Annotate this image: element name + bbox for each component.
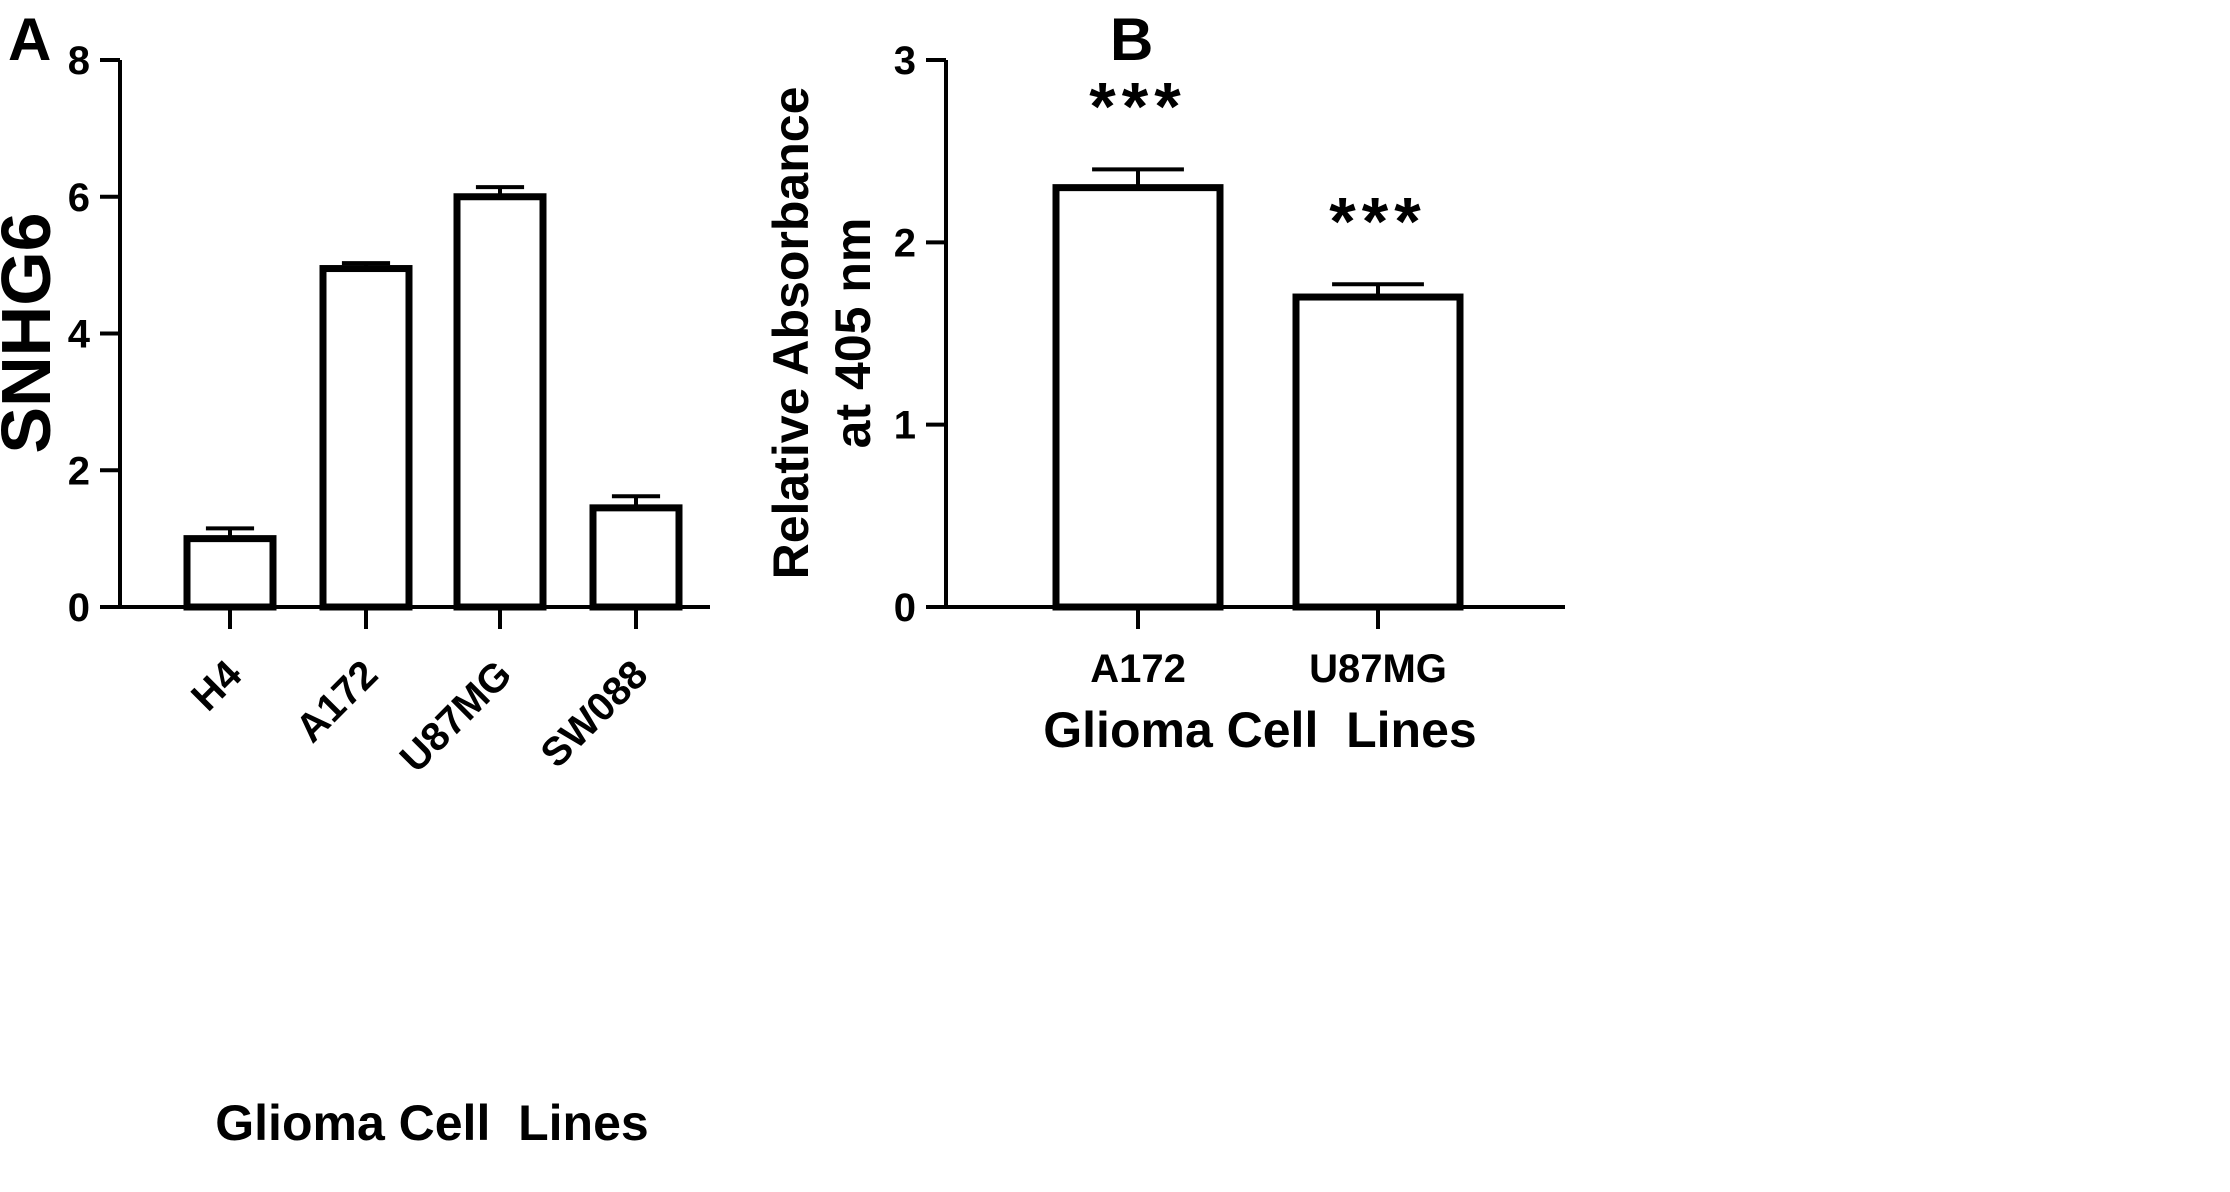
panel-a-category-label: SW088: [532, 652, 656, 776]
panel-b-y-tick-label: 2: [894, 221, 916, 265]
panel-a-bar: [589, 504, 683, 611]
panel-a-y-tick-label: 6: [68, 176, 90, 220]
panel-b-y-tick-label: 1: [894, 404, 916, 448]
panel-b-y-axis-title: Relative Absorbance: [763, 87, 819, 580]
panel-b-significance: ***: [1329, 183, 1426, 259]
panel-b: B 0 1 2 3 A172 *** U87MG *** Relative Absorbance…: [763, 6, 1565, 758]
panel-b-bar: [1292, 293, 1464, 611]
panel-b-letter: B: [1110, 6, 1153, 73]
panel-a-y-tick-label: 2: [68, 449, 90, 493]
panel-a-category-label: A172: [288, 652, 387, 751]
panel-a-category-label: H4: [183, 652, 251, 720]
panel-a-y-axis-title: SNHG6: [0, 212, 65, 453]
panel-b-significance: ***: [1089, 68, 1186, 144]
panel-b-y-axis-title: at 405 nm: [825, 218, 881, 449]
panel-b-bar: [1052, 184, 1224, 611]
panel-a-category-label: U87MG: [392, 652, 521, 781]
panel-b-y-tick-label: 0: [894, 586, 916, 630]
panel-a-y-tick-label: 0: [68, 586, 90, 630]
panel-b-y-tick-label: 3: [894, 39, 916, 83]
panel-a: A 0 2 4 6 8 H4 A172 U87MG SW088 SNHG6 Glioma Cell …: [0, 6, 710, 1151]
panel-a-bar: [453, 193, 547, 611]
panel-b-category-label: A172: [1090, 647, 1186, 691]
panel-a-y-tick-label: 4: [68, 313, 91, 357]
panel-b-x-axis-title: Glioma Cell Lines: [1043, 702, 1476, 758]
panel-b-category-label: U87MG: [1309, 647, 1447, 691]
panel-a-letter: A: [8, 6, 51, 73]
panel-a-x-axis-title: Glioma Cell Lines: [215, 1095, 648, 1151]
panel-a-bar: [183, 535, 277, 611]
panel-a-bar: [319, 265, 413, 611]
panel-a-y-tick-label: 8: [68, 39, 90, 83]
